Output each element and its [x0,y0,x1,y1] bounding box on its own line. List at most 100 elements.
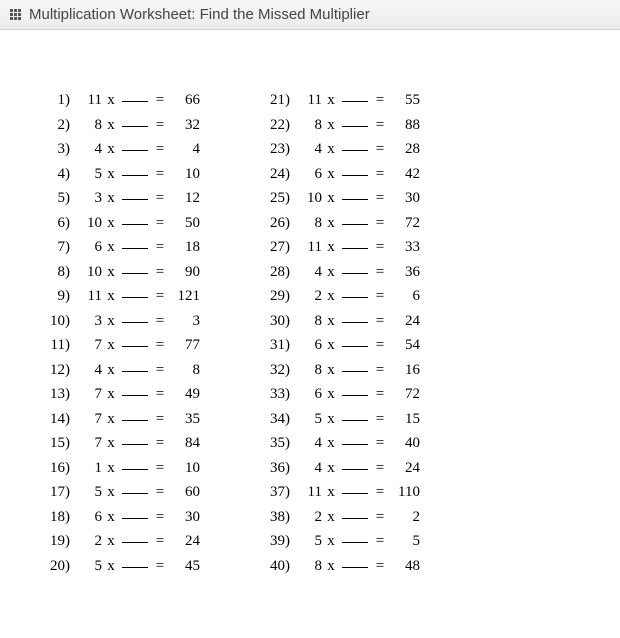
answer-blank[interactable] [342,113,368,127]
equals-sign: = [370,337,390,354]
answer-blank[interactable] [122,382,148,396]
answer-blank[interactable] [342,137,368,151]
product: 88 [390,117,420,134]
problem-row: 5)3x=12 [40,188,200,207]
problem-number: 36) [260,460,290,477]
answer-blank[interactable] [342,529,368,543]
equals-sign: = [370,141,390,158]
multiplicand: 4 [300,460,322,477]
equals-sign: = [370,288,390,305]
equals-sign: = [370,215,390,232]
answer-blank[interactable] [122,480,148,494]
answer-blank[interactable] [122,186,148,200]
problem-row: 10)3x=3 [40,311,200,330]
multiply-operator: x [102,362,120,379]
answer-blank[interactable] [122,505,148,519]
answer-blank[interactable] [342,211,368,225]
problem-row: 23)4x=28 [260,139,420,158]
answer-blank[interactable] [342,407,368,421]
multiply-operator: x [322,190,340,207]
answer-blank[interactable] [342,480,368,494]
answer-blank[interactable] [342,186,368,200]
product: 24 [390,313,420,330]
answer-blank[interactable] [342,260,368,274]
problem-number: 18) [40,509,70,526]
answer-blank[interactable] [122,137,148,151]
problem-number: 11) [40,337,70,354]
answer-blank[interactable] [122,162,148,176]
multiplicand: 8 [80,117,102,134]
answer-blank[interactable] [122,529,148,543]
answer-blank[interactable] [122,431,148,445]
answer-blank[interactable] [122,456,148,470]
multiplicand: 6 [80,509,102,526]
answer-blank[interactable] [342,431,368,445]
answer-blank[interactable] [342,382,368,396]
answer-blank[interactable] [342,333,368,347]
problem-number: 32) [260,362,290,379]
problem-row: 28)4x=36 [260,262,420,281]
answer-blank[interactable] [342,554,368,568]
answer-blank[interactable] [122,407,148,421]
answer-blank[interactable] [342,456,368,470]
multiply-operator: x [322,484,340,501]
problem-number: 30) [260,313,290,330]
equals-sign: = [370,264,390,281]
answer-blank[interactable] [122,333,148,347]
problem-number: 33) [260,386,290,403]
equals-sign: = [370,386,390,403]
answer-blank[interactable] [122,284,148,298]
multiplicand: 4 [80,362,102,379]
answer-blank[interactable] [342,235,368,249]
problem-row: 39)5x=5 [260,531,420,550]
answer-blank[interactable] [122,260,148,274]
equals-sign: = [370,92,390,109]
answer-blank[interactable] [342,505,368,519]
answer-blank[interactable] [122,235,148,249]
multiplicand: 4 [300,264,322,281]
multiplicand: 8 [300,362,322,379]
answer-blank[interactable] [122,554,148,568]
problem-row: 1)11x=66 [40,90,200,109]
problem-number: 10) [40,313,70,330]
problem-number: 35) [260,435,290,452]
multiply-operator: x [102,411,120,428]
answer-blank[interactable] [122,309,148,323]
product: 30 [170,509,200,526]
problem-row: 25)10x=30 [260,188,420,207]
product: 42 [390,166,420,183]
answer-blank[interactable] [342,162,368,176]
equals-sign: = [150,239,170,256]
multiply-operator: x [322,215,340,232]
multiply-operator: x [322,264,340,281]
multiplicand: 4 [80,141,102,158]
product: 49 [170,386,200,403]
product: 72 [390,215,420,232]
multiply-operator: x [322,362,340,379]
answer-blank[interactable] [342,88,368,102]
problem-row: 29)2x=6 [260,286,420,305]
multiply-operator: x [102,435,120,452]
answer-blank[interactable] [122,211,148,225]
equals-sign: = [150,288,170,305]
product: 24 [170,533,200,550]
equals-sign: = [150,117,170,134]
problem-number: 34) [260,411,290,428]
answer-blank[interactable] [342,309,368,323]
problem-number: 9) [40,288,70,305]
answer-blank[interactable] [342,358,368,372]
answer-blank[interactable] [342,284,368,298]
product: 48 [390,558,420,575]
problem-row: 6)10x=50 [40,213,200,232]
product: 66 [170,92,200,109]
answer-blank[interactable] [122,113,148,127]
answer-blank[interactable] [122,88,148,102]
multiply-operator: x [102,215,120,232]
multiply-operator: x [322,337,340,354]
product: 55 [390,92,420,109]
equals-sign: = [150,166,170,183]
problem-number: 17) [40,484,70,501]
answer-blank[interactable] [122,358,148,372]
multiplicand: 8 [300,117,322,134]
problem-number: 27) [260,239,290,256]
